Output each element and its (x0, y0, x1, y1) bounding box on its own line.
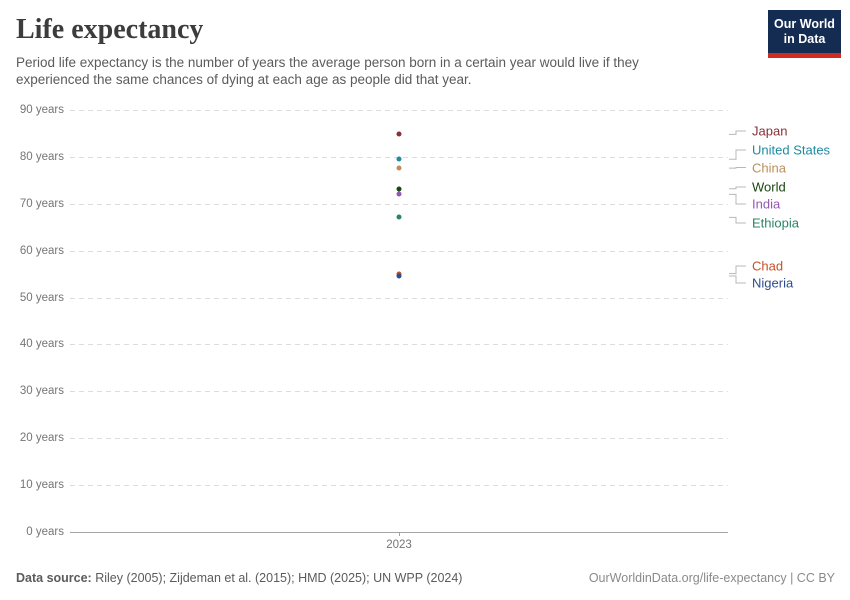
data-point-united-states[interactable] (396, 156, 402, 162)
chart-footer: Data source: Riley (2005); Zijdeman et a… (16, 571, 835, 585)
connector-nigeria (729, 275, 746, 284)
y-axis-tick-label: 70 years (19, 197, 64, 210)
chart-subtitle: Period life expectancy is the number of … (16, 55, 639, 87)
data-point-japan[interactable] (396, 131, 402, 137)
data-point-india[interactable] (396, 191, 402, 197)
gridline (70, 203, 728, 205)
gridline (70, 391, 728, 393)
y-axis-tick-label: 80 years (19, 150, 64, 163)
y-axis-tick-label: 40 years (19, 338, 64, 351)
x-axis-tick (399, 532, 400, 536)
license-link[interactable]: OurWorldinData.org/life-expectancy | CC … (588, 571, 835, 585)
gridline (70, 110, 728, 111)
scatter-chart: 0 years 10 years 20 years 30 years 40 years 5… (0, 100, 850, 570)
data-point-nigeria[interactable] (396, 273, 402, 279)
owid-logo-line2: in Data (783, 32, 826, 46)
connector-world (729, 186, 746, 190)
y-axis-tick-label: 50 years (19, 291, 64, 304)
connector-china (729, 167, 746, 169)
y-axis-tick-label: 30 years (19, 385, 64, 398)
legend-label-united-states[interactable]: United States (752, 142, 831, 158)
connector-united-states (729, 149, 746, 160)
y-axis-tick-label: 20 years (19, 432, 64, 445)
legend-label-china[interactable]: China (752, 160, 786, 175)
legend-label-india[interactable]: India (752, 196, 781, 212)
legend-connector-lines (729, 130, 746, 284)
connector-japan (729, 130, 746, 135)
gridline (70, 250, 728, 252)
page-title: Life expectancy (16, 14, 204, 45)
data-source-note: Data source: Riley (2005); Zijdeman et a… (16, 571, 462, 585)
gridline (70, 344, 728, 346)
legend-label-japan[interactable]: Japan (752, 123, 788, 139)
data-source-label: Data source: (16, 571, 92, 585)
gridline (70, 297, 728, 299)
data-source-text: Riley (2005); Zijdeman et al. (2015); HM… (91, 571, 463, 585)
gridline (70, 485, 728, 487)
y-axis-tick-label: 90 years (19, 104, 64, 116)
gridline (70, 438, 728, 440)
y-axis-tick-label: 60 years (19, 244, 64, 257)
legend-label-world[interactable]: World (752, 179, 786, 195)
connector-india (729, 193, 746, 205)
legend-label-ethiopia[interactable]: Ethiopia (752, 215, 799, 231)
owid-logo[interactable]: Our World in Data (768, 10, 841, 58)
y-axis-tick-label: 0 years (26, 526, 64, 538)
y-axis-tick-label: 10 years (19, 479, 64, 492)
legend-label-nigeria[interactable]: Nigeria (752, 275, 794, 291)
data-point-ethiopia[interactable] (396, 214, 402, 220)
connector-chad (729, 265, 746, 275)
connector-ethiopia (729, 216, 746, 224)
owid-logo-line1: Our World (774, 17, 835, 31)
legend-label-chad[interactable]: Chad (752, 258, 784, 274)
data-point-china[interactable] (396, 165, 402, 171)
data-point-world[interactable] (396, 186, 402, 192)
x-axis-tick-label: 2023 (386, 539, 412, 551)
